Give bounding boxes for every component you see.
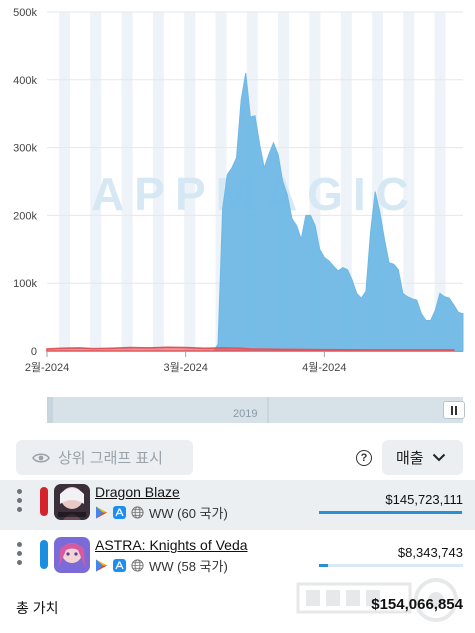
metric-dropdown-label: 매출 bbox=[396, 450, 424, 467]
series-area-astra bbox=[47, 72, 464, 352]
google-play-icon bbox=[96, 559, 107, 572]
weekend-band bbox=[59, 12, 70, 351]
total-row: 총 가치 $154,066,854 bbox=[0, 592, 475, 622]
weekend-band bbox=[152, 12, 164, 351]
range-year-label: 2019 bbox=[233, 408, 258, 420]
weekend-band bbox=[90, 12, 102, 351]
help-icon[interactable]: ? bbox=[356, 450, 372, 466]
show-top-graph-label: 상위 그래프 표시 bbox=[58, 450, 163, 467]
total-amount: $154,066,854 bbox=[371, 596, 463, 613]
weekend-band bbox=[434, 12, 446, 351]
app-revenue-value: $145,723,111 bbox=[385, 492, 463, 507]
app-store-icon bbox=[113, 506, 126, 519]
app-name-link[interactable]: Dragon Blaze bbox=[95, 484, 180, 500]
y-tick-label: 200k bbox=[13, 210, 37, 222]
google-play-icon bbox=[96, 506, 107, 519]
x-tick-label: 3월-2024 bbox=[163, 361, 207, 374]
y-tick-label: 0 bbox=[31, 346, 37, 358]
x-tick-label: 4월-2024 bbox=[302, 361, 346, 374]
weekend-band bbox=[121, 12, 133, 351]
revenue-share-fill bbox=[319, 511, 462, 514]
show-top-graph-button[interactable]: 상위 그래프 표시 bbox=[16, 440, 193, 475]
app-row[interactable]: ASTRA: Knights of Veda WW (58 국가) $8,343… bbox=[0, 533, 475, 583]
app-region: WW (58 국가) bbox=[149, 559, 228, 574]
globe-icon bbox=[131, 559, 144, 572]
x-tick-label: 2월-2024 bbox=[25, 361, 69, 374]
weekend-band bbox=[184, 12, 196, 351]
app-name-link[interactable]: ASTRA: Knights of Veda bbox=[95, 537, 248, 553]
chart-canvas: 500k400k300k200k100k0APPMAGIC2월-20243월-2… bbox=[13, 7, 464, 374]
app-store-icon bbox=[113, 559, 126, 572]
y-tick-label: 400k bbox=[13, 75, 37, 87]
range-minimap bbox=[47, 397, 269, 423]
app-region: WW (60 국가) bbox=[149, 506, 228, 521]
chart-controls: 상위 그래프 표시 ? 매출 bbox=[0, 440, 475, 476]
app-meta: WW (58 국가) bbox=[95, 556, 228, 575]
series-color-tag[interactable] bbox=[40, 487, 48, 516]
weekend-band bbox=[309, 12, 321, 351]
weekend-band bbox=[403, 12, 415, 351]
globe-icon bbox=[131, 506, 144, 519]
metric-dropdown[interactable]: 매출 bbox=[382, 440, 463, 475]
revenue-share-bar bbox=[319, 511, 463, 514]
drag-handle-icon[interactable] bbox=[17, 542, 23, 565]
weekend-band bbox=[372, 12, 383, 351]
y-tick-label: 100k bbox=[13, 278, 37, 290]
y-tick-label: 300k bbox=[13, 143, 37, 155]
watermark-logo bbox=[296, 570, 466, 630]
weekend-band bbox=[215, 12, 227, 351]
total-label: 총 가치 bbox=[16, 600, 59, 616]
weekend-band bbox=[278, 12, 290, 351]
chevron-down-icon bbox=[432, 453, 445, 462]
revenue-chart: 500k400k300k200k100k0APPMAGIC2월-20243월-2… bbox=[13, 7, 464, 374]
y-tick-label: 500k bbox=[13, 7, 37, 19]
revenue-share-fill bbox=[319, 564, 328, 567]
series-color-tag[interactable] bbox=[40, 540, 48, 569]
app-row[interactable]: Dragon Blaze WW (60 국가) $145,723,111 bbox=[0, 480, 475, 530]
app-meta: WW (60 국가) bbox=[95, 503, 228, 522]
astra-app-icon bbox=[54, 537, 90, 573]
revenue-share-bar bbox=[319, 564, 463, 567]
series-area-dragon-blaze bbox=[46, 346, 455, 352]
range-handle[interactable] bbox=[443, 401, 465, 419]
eye-icon bbox=[32, 452, 50, 463]
range-selector[interactable]: 2019 bbox=[47, 397, 465, 423]
drag-handle-icon[interactable] bbox=[17, 489, 23, 512]
dragon-blaze-app-icon bbox=[54, 484, 90, 520]
app-revenue-value: $8,343,743 bbox=[397, 545, 463, 560]
weekend-band bbox=[340, 12, 352, 351]
